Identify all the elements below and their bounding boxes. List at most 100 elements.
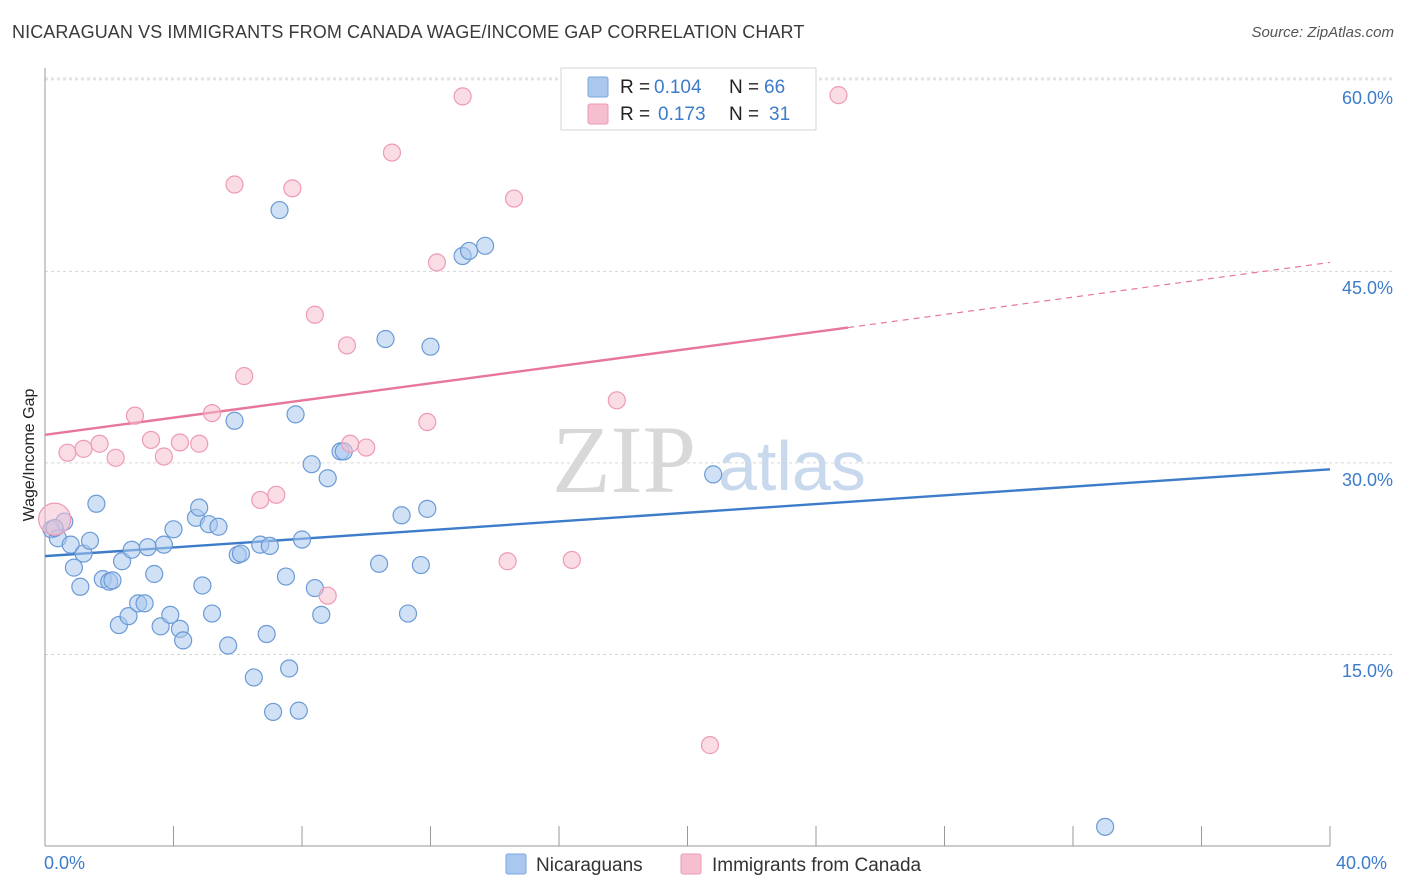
legend-n-value-2: 31 (769, 104, 790, 125)
watermark-zip: ZIP (552, 406, 696, 513)
canada-point (453, 87, 472, 106)
nicaraguans-point (71, 577, 90, 596)
nicaraguans-point (263, 702, 283, 722)
y-axis-title: Wage/Income Gap (21, 389, 38, 522)
y-tick-label-45: 45.0% (1342, 278, 1393, 298)
canada-point (700, 736, 720, 755)
legend-r-label-2: R = (620, 104, 650, 125)
canada-point (267, 485, 286, 504)
legend-swatch-blue (587, 76, 609, 98)
canada-point (341, 434, 360, 453)
canada-point (225, 175, 244, 194)
canada-point (562, 550, 581, 570)
nicaraguans-point (411, 555, 430, 575)
canada-point (38, 502, 72, 536)
canada-point (357, 438, 376, 457)
canada-point (251, 490, 270, 510)
canada-point (125, 406, 145, 425)
canada-point (504, 189, 524, 208)
nicaraguans-point (370, 554, 389, 573)
nicaraguans-point (209, 517, 228, 536)
nicaraguans-point (257, 624, 276, 644)
bottom-legend-swatch-canada (680, 853, 702, 875)
data-points (38, 86, 1115, 836)
canada-point (427, 253, 447, 272)
canada-point (337, 336, 357, 355)
nicaraguans-point (421, 337, 440, 356)
nicaraguans-point (161, 605, 180, 624)
nicaraguans-point (292, 530, 312, 549)
bottom-legend-swatch-nicaraguans (505, 853, 527, 875)
canada-point (283, 179, 302, 198)
canada-point (74, 439, 93, 458)
nicaraguans-point (244, 668, 263, 687)
canada-point (141, 430, 161, 450)
source-credit: Source: ZipAtlas.com (1251, 24, 1394, 41)
nicaraguans-point (286, 405, 305, 424)
x-tick-label-max: 40.0% (1336, 853, 1387, 873)
nicaraguans-point (260, 536, 279, 556)
legend-n-label-2: N = (729, 104, 759, 125)
canada-point (58, 443, 77, 462)
nicaraguans-point (270, 200, 289, 220)
legend: R = 0.104 N = 66 R = 0.173 N = 31 (560, 67, 817, 131)
bottom-legend-label-canada: Immigrants from Canada (712, 855, 922, 876)
legend-r-value-2: 0.173 (658, 104, 706, 125)
nicaraguans-point (174, 631, 193, 650)
nicaraguans-point (225, 411, 244, 430)
nicaraguans-point (122, 540, 141, 559)
nicaraguans-point (190, 498, 209, 517)
gridlines (45, 77, 1395, 655)
nicaraguans-point (302, 455, 321, 474)
nicaraguans-point (145, 564, 164, 584)
nicaraguans-point (459, 241, 479, 261)
nicaraguans-point (135, 594, 154, 613)
nicaraguans-point (418, 499, 437, 518)
nicaraguans-point (103, 571, 122, 590)
y-tick-label-60: 60.0% (1342, 88, 1393, 108)
nicaraguans-point (376, 329, 395, 349)
canada-point (498, 552, 517, 571)
x-tick-label-min: 0.0% (44, 853, 85, 873)
nicaraguans-point (87, 494, 106, 513)
bottom-legend-label-nicaraguans: Nicaraguans (536, 855, 643, 876)
canada-point (90, 434, 109, 453)
canada-point (607, 391, 626, 410)
nicaraguans-point (193, 576, 212, 595)
legend-n-label-1: N = (729, 77, 759, 98)
nicaraguans-point (119, 607, 138, 626)
trend-extension-canada (848, 261, 1331, 329)
y-tick-label-15: 15.0% (1342, 661, 1393, 681)
canada-point (829, 86, 848, 105)
nicaraguans-point (476, 236, 495, 255)
trend-line-canada (44, 326, 849, 436)
nicaraguans-point (704, 465, 723, 484)
nicaraguans-point (64, 558, 84, 577)
legend-r-label-1: R = (620, 77, 650, 98)
x-ticks (44, 826, 1331, 846)
nicaraguans-point (154, 535, 173, 554)
nicaraguans-point (231, 544, 251, 563)
y-tick-label-30: 30.0% (1342, 470, 1393, 490)
bottom-legend: Nicaraguans Immigrants from Canada (505, 853, 922, 876)
chart-title: NICARAGUAN VS IMMIGRANTS FROM CANADA WAG… (12, 22, 805, 42)
canada-point (305, 305, 324, 324)
nicaraguans-point (398, 604, 418, 623)
canada-point (190, 434, 209, 453)
canada-point (106, 448, 125, 467)
canada-point (170, 433, 190, 452)
legend-swatch-pink (587, 103, 609, 125)
nicaraguans-point (276, 567, 296, 586)
nicaraguans-point (164, 520, 183, 539)
canada-point (382, 143, 402, 162)
legend-r-value-1: 0.104 (654, 77, 702, 98)
nicaraguans-point (289, 701, 308, 720)
nicaraguans-point (219, 636, 238, 655)
canada-point (235, 366, 254, 386)
watermark-atlas: atlas (718, 427, 866, 505)
nicaraguans-point (61, 535, 80, 554)
nicaraguans-point (138, 538, 157, 557)
nicaraguans-point (202, 604, 222, 623)
nicaraguans-point (392, 506, 411, 525)
